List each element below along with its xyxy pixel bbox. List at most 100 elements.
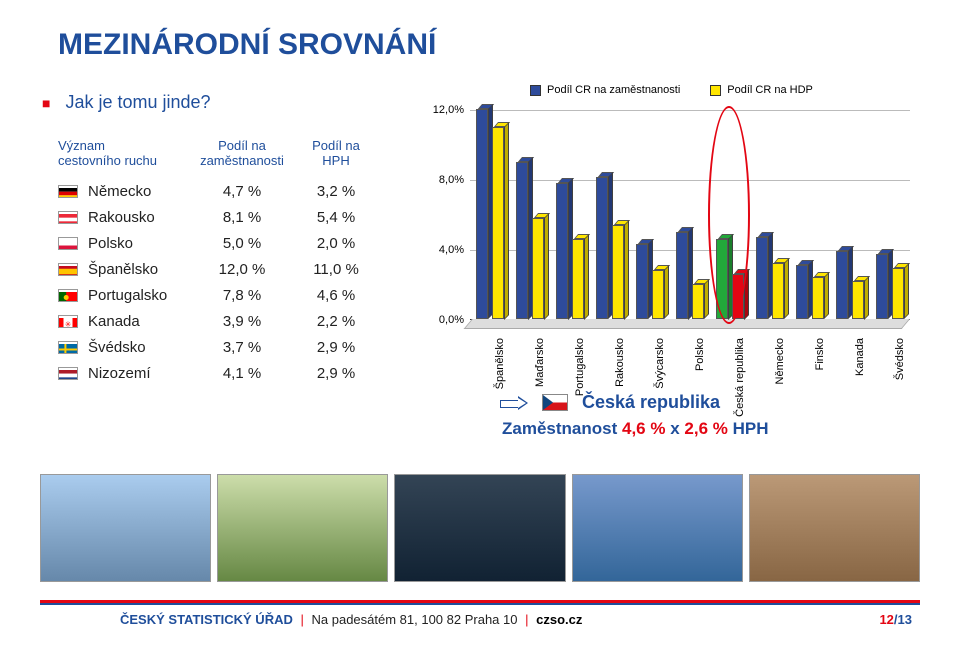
flag-icon [58,289,78,302]
x-axis-label: Kanada [854,338,866,376]
x-axis-label: Finsko [814,338,826,370]
value-employment: 8,1 % [188,209,296,226]
bar-employment [836,251,848,319]
flag-icon [58,211,78,224]
bar-employment [676,232,688,320]
photo-5 [749,474,920,582]
value-hph: 3,2 % [296,183,376,200]
bar-employment [596,177,608,319]
summary-block: Česká republika Zaměstnanost 4,6 % x 2,6… [500,392,920,439]
country-name: Nizozemí [88,365,188,382]
x-axis-label: Rakousko [614,338,626,387]
summary-country: Česká republika [582,392,720,413]
x-axis-label: Španělsko [494,338,506,389]
table-row: ✳ Kanada 3,9 % 2,2 % [58,308,398,334]
country-name: Španělsko [88,261,188,278]
photo-1 [40,474,211,582]
x-axis-label: Portugalsko [574,338,586,396]
chart-legend: Podíl CR na zaměstnanosti Podíl CR na HD… [530,84,813,96]
bar-gdp [612,225,624,320]
bar-gdp [692,284,704,319]
country-name: Portugalsko [88,287,188,304]
summary-stat: Zaměstnanost 4,6 % x 2,6 % HPH [502,419,920,439]
table-row: Portugalsko 7,8 % 4,6 % [58,282,398,308]
bar-gdp [772,263,784,319]
value-employment: 7,8 % [188,287,296,304]
bar-gdp [652,270,664,319]
x-axis-label: Německo [774,338,786,384]
country-table: Význam cestovního ruchu Podíl na zaměstn… [58,138,398,386]
y-axis-label: 8,0% [422,174,464,186]
table-row: Španělsko 12,0 % 11,0 % [58,256,398,282]
value-hph: 5,4 % [296,209,376,226]
legend-label-1: Podíl CR na zaměstnanosti [547,84,680,96]
flag-cz-icon [542,394,568,411]
x-axis-label: Maďarsko [534,338,546,387]
main-title: MEZINÁRODNÍ SROVNÁNÍ [58,28,436,62]
bar-employment [636,244,648,319]
flag-icon: ✳ [58,315,78,328]
bar-employment [796,265,808,319]
table-row: Švédsko 3,7 % 2,9 % [58,334,398,360]
value-employment: 4,7 % [188,183,296,200]
value-hph: 2,9 % [296,365,376,382]
legend-swatch-2 [710,85,721,96]
flag-icon [58,367,78,380]
legend-label-2: Podíl CR na HDP [727,84,813,96]
value-hph: 2,2 % [296,313,376,330]
value-employment: 4,1 % [188,365,296,382]
x-axis-label: Polsko [694,338,706,371]
svg-text:✳: ✳ [65,319,72,327]
flag-icon [58,341,78,354]
bar-employment [516,162,528,320]
x-axis-label: Švédsko [894,338,906,380]
value-employment: 3,7 % [188,339,296,356]
subtitle: ■ Jak je tomu jinde? [42,92,211,113]
flag-icon [58,237,78,250]
photo-4 [572,474,743,582]
y-axis-label: 0,0% [422,314,464,326]
subtitle-text: Jak je tomu jinde? [65,92,210,112]
x-axis-label: Švýcarsko [654,338,666,389]
footer-divider [40,600,920,603]
bar-gdp [572,239,584,320]
bar-chart: 0,0%4,0%8,0%12,0% ŠpanělskoMaďarskoPortu… [422,110,922,370]
y-axis-label: 4,0% [422,244,464,256]
photo-strip [40,474,920,582]
bar-gdp [532,218,544,320]
country-name: Kanada [88,313,188,330]
y-axis-label: 12,0% [422,104,464,116]
flag-icon [58,263,78,276]
table-row: Polsko 5,0 % 2,0 % [58,230,398,256]
bar-gdp [492,127,504,320]
value-employment: 5,0 % [188,235,296,252]
chart-floor [464,319,910,329]
chart-plot-area [470,110,910,320]
bar-employment [876,254,888,319]
photo-3 [394,474,565,582]
page-number: 12/13 [879,612,912,627]
value-employment: 3,9 % [188,313,296,330]
bar-employment [756,237,768,319]
value-hph: 2,0 % [296,235,376,252]
value-hph: 11,0 % [296,261,376,278]
country-name: Švédsko [88,339,188,356]
flag-icon [58,185,78,198]
bar-gdp [892,268,904,319]
highlight-circle [708,106,750,324]
legend-swatch-1 [530,85,541,96]
table-header: Význam cestovního ruchu Podíl na zaměstn… [58,138,398,168]
country-name: Polsko [88,235,188,252]
photo-2 [217,474,388,582]
bar-gdp [852,281,864,320]
bar-gdp [812,277,824,319]
table-row: Německo 4,7 % 3,2 % [58,178,398,204]
value-employment: 12,0 % [188,261,296,278]
country-name: Německo [88,183,188,200]
bullet-icon: ■ [42,95,50,111]
value-hph: 2,9 % [296,339,376,356]
arrow-icon [500,397,528,409]
table-row: Nizozemí 4,1 % 2,9 % [58,360,398,386]
bar-employment [556,183,568,320]
footer-text: ČESKÝ STATISTICKÝ ÚŘAD | Na padesátém 81… [120,612,582,627]
